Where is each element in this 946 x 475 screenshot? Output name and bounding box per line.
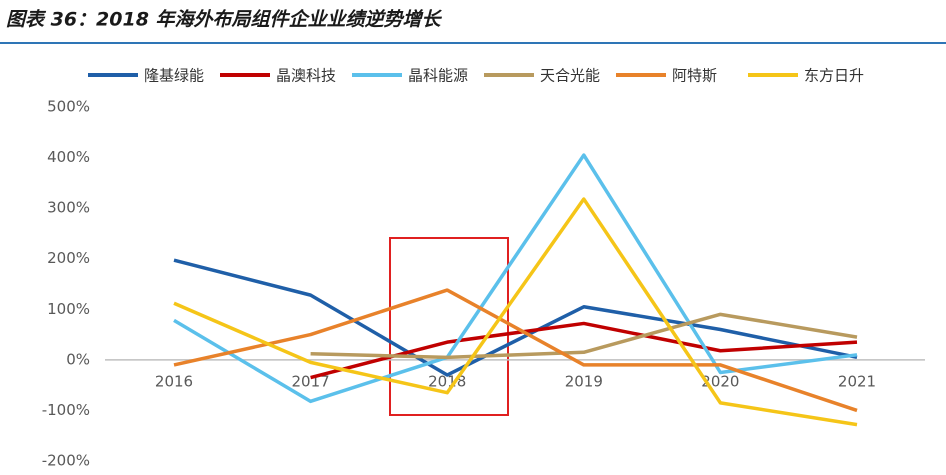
y-tick-label: -200% (42, 452, 90, 470)
highlight-box (389, 237, 509, 416)
x-tick-label: 2016 (155, 372, 193, 390)
legend-label: 阿特斯 (672, 67, 717, 85)
legend-label: 晶科能源 (408, 67, 468, 85)
x-tick-label: 2021 (838, 372, 876, 390)
y-tick-label: 200% (47, 249, 90, 267)
series-line (173, 288, 858, 413)
series-line (173, 258, 858, 377)
legend-label: 隆基绿能 (144, 67, 204, 85)
series-line (173, 197, 858, 427)
y-tick-label: -100% (42, 401, 90, 419)
y-tick-label: 400% (47, 148, 90, 166)
legend-label: 天合光能 (540, 67, 600, 85)
y-tick-label: 100% (47, 300, 90, 318)
x-tick-label: 2019 (565, 372, 603, 390)
series-line (173, 153, 858, 404)
series-line (310, 312, 858, 360)
legend-label: 晶澳科技 (276, 67, 336, 85)
y-tick-label: 0% (66, 350, 90, 368)
legend-label: 东方日升 (804, 67, 864, 85)
series-line (310, 321, 858, 380)
y-tick-label: 500% (47, 98, 90, 116)
y-tick-label: 300% (47, 199, 90, 217)
chart-title: 图表 36：2018 年海外布局组件企业业绩逆势增长 (6, 9, 443, 31)
